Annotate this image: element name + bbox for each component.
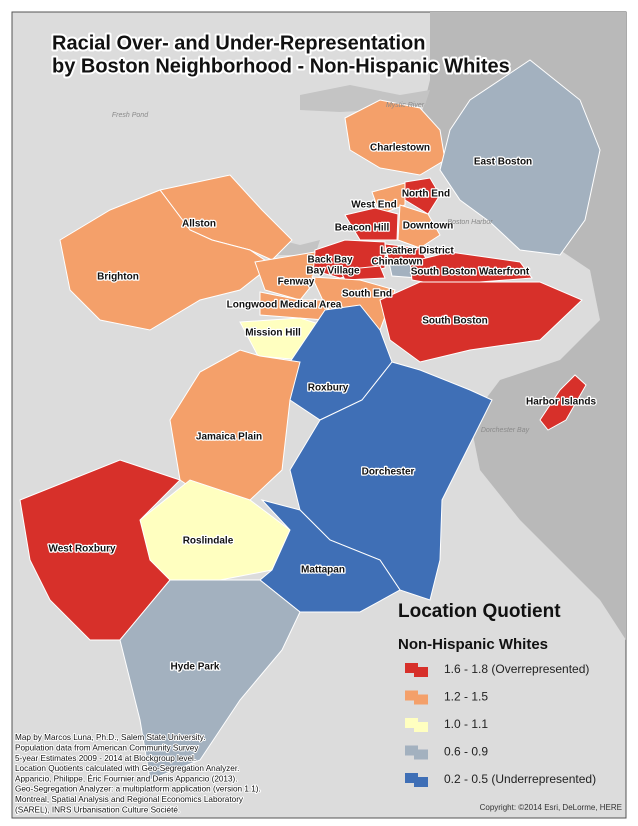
neighborhood-label: Hyde Park [171, 662, 220, 673]
neighborhood-label: Allston [182, 219, 216, 230]
credit-line: Map by Marcos Luna, Ph.D., Salem State U… [15, 733, 206, 742]
neighborhood-label: Leather District [380, 246, 454, 257]
neighborhood-label: Charlestown [370, 143, 430, 154]
neighborhood-label: South Boston [422, 316, 488, 327]
neighborhood-label: Brighton [97, 272, 139, 283]
map-title: by Boston Neighborhood - Non-Hispanic Wh… [52, 55, 510, 77]
legend-subtitle: Non-Hispanic Whites [398, 636, 548, 653]
credit-line: Apparicio, Philippe, Éric Fournier and D… [15, 773, 238, 783]
neighborhood-area [119, 579, 301, 781]
neighborhood-label: West Roxbury [48, 544, 115, 555]
neighborhood-label: Dorchester [362, 467, 415, 478]
credit-line: 5-year Estimates 2009 - 2014 at Blockgro… [15, 754, 196, 763]
basemap-label: Fresh Pond [112, 112, 149, 119]
legend-label: 1.0 - 1.1 [444, 717, 488, 731]
credit-line: Geo-Segregation Analyzer: a multiplatfor… [15, 785, 261, 794]
neighborhood-label: East Boston [474, 157, 532, 168]
neighborhood-area [397, 204, 441, 249]
neighborhood-label: Roxbury [308, 383, 349, 394]
neighborhood-label: Fenway [278, 277, 315, 288]
legend: Location Quotient Non-Hispanic Whites 1.… [398, 601, 596, 787]
copyright: Copyright: ©2014 Esri, DeLorme, HERE [480, 803, 622, 812]
neighborhood-area [409, 251, 533, 286]
basemap-label: Dorchester Bay [481, 427, 530, 434]
neighborhood-label: Beacon Hill [335, 223, 390, 234]
legend-swatch [405, 773, 428, 787]
credit-line: Montreal, Spatial Analysis and Regional … [15, 795, 244, 804]
neighborhood-area [254, 251, 316, 301]
legend-label: 1.2 - 1.5 [444, 690, 488, 704]
map-title: Racial Over- and Under-Representation [52, 32, 425, 54]
basemap-label: Mystic River [386, 102, 425, 109]
neighborhood-area [339, 265, 386, 281]
neighborhood-labels: Charlestown East Boston North End West End D… [47, 141, 597, 674]
legend-swatch [405, 745, 428, 760]
neighborhood-area [371, 182, 406, 215]
neighborhood-label: Back Bay [307, 255, 352, 266]
legend-swatch [405, 718, 428, 732]
neighborhood-label: South Boston Waterfront [411, 267, 530, 278]
basemap-labels: Mystic River Fresh Pond Boston Harbor Dorch… [112, 102, 530, 434]
neighborhood-area [439, 59, 601, 256]
neighborhood-label: Bay Village [306, 266, 360, 277]
legend-label: 1.6 - 1.8 (Overrepresented) [444, 662, 589, 676]
legend-label: 0.2 - 0.5 (Underrepresented) [444, 772, 596, 786]
legend-swatch [405, 690, 428, 705]
credits: Map by Marcos Luna, Ph.D., Salem State U… [14, 732, 262, 815]
legend-swatch [405, 663, 428, 677]
neighborhood-label: Roslindale [183, 536, 234, 547]
neighborhood-area [259, 499, 401, 613]
legend-label: 0.6 - 0.9 [444, 745, 488, 759]
neighborhood-label: Downtown [403, 221, 454, 232]
credit-line: (SAREL), INRS Urbanisation Culture Socié… [15, 805, 180, 814]
neighborhood-label: Harbor Islands [526, 397, 596, 408]
neighborhood-label: North End [402, 189, 450, 200]
neighborhood-area [344, 207, 399, 241]
credit-line: Population data from American Community … [15, 743, 199, 752]
legend-title: Location Quotient [398, 601, 561, 622]
credit-line: Location Quotients calculated with Geo-S… [15, 764, 239, 773]
neighborhoods [19, 59, 601, 781]
neighborhood-label: Mission Hill [245, 328, 301, 339]
neighborhood-label: Chinatown [371, 257, 422, 268]
neighborhood-area [539, 374, 587, 431]
basemap-label: Boston Harbor [447, 219, 493, 226]
neighborhood-label: Jamaica Plain [196, 432, 262, 443]
neighborhood-area [379, 281, 583, 363]
neighborhood-label: West End [351, 200, 396, 211]
neighborhood-label: Mattapan [301, 565, 345, 576]
neighborhood-label: South End [342, 289, 392, 300]
neighborhood-label: Longwood Medical Area [227, 300, 342, 311]
